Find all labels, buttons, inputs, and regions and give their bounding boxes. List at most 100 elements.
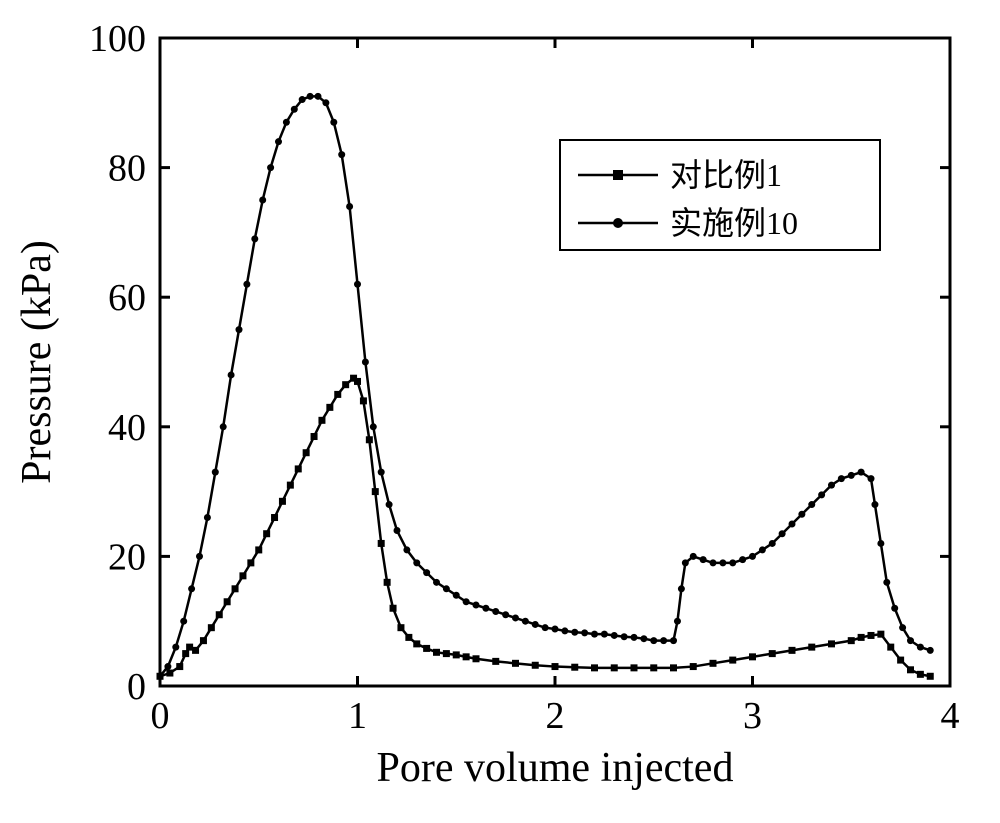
- circle-marker: [660, 637, 667, 644]
- circle-marker: [883, 579, 890, 586]
- circle-marker: [378, 469, 385, 476]
- square-marker: [868, 632, 875, 639]
- circle-marker: [204, 514, 211, 521]
- square-marker: [571, 664, 578, 671]
- square-marker: [378, 540, 385, 547]
- square-marker: [443, 650, 450, 657]
- square-marker: [848, 637, 855, 644]
- circle-marker: [591, 631, 598, 638]
- y-tick-label: 0: [127, 666, 146, 708]
- square-marker: [423, 645, 430, 652]
- circle-marker: [172, 644, 179, 651]
- square-marker: [512, 660, 519, 667]
- square-marker: [200, 637, 207, 644]
- square-marker: [710, 660, 717, 667]
- circle-marker: [611, 632, 618, 639]
- y-tick-label: 100: [89, 18, 146, 60]
- square-marker: [224, 598, 231, 605]
- circle-marker: [307, 93, 314, 100]
- square-marker: [690, 663, 697, 670]
- circle-marker: [868, 475, 875, 482]
- circle-marker: [212, 469, 219, 476]
- circle-marker: [838, 475, 845, 482]
- square-marker: [263, 530, 270, 537]
- square-marker: [279, 498, 286, 505]
- circle-marker: [433, 579, 440, 586]
- circle-marker: [789, 521, 796, 528]
- circle-marker: [315, 93, 322, 100]
- circle-marker: [180, 618, 187, 625]
- square-marker: [858, 634, 865, 641]
- square-marker: [384, 579, 391, 586]
- circle-marker: [674, 618, 681, 625]
- y-tick-label: 20: [108, 536, 146, 578]
- circle-marker: [188, 585, 195, 592]
- x-tick-label: 3: [743, 695, 762, 737]
- square-marker: [492, 658, 499, 665]
- circle-marker: [228, 371, 235, 378]
- circle-marker: [739, 556, 746, 563]
- square-marker: [287, 482, 294, 489]
- circle-marker: [443, 585, 450, 592]
- square-marker: [591, 664, 598, 671]
- square-marker: [808, 644, 815, 651]
- circle-marker: [164, 663, 171, 670]
- square-marker: [326, 404, 333, 411]
- circle-marker: [858, 469, 865, 476]
- x-tick-label: 0: [151, 695, 170, 737]
- square-marker: [532, 662, 539, 669]
- circle-marker: [891, 605, 898, 612]
- circle-marker: [621, 633, 628, 640]
- circle-marker: [848, 472, 855, 479]
- circle-marker: [299, 96, 306, 103]
- circle-marker: [196, 553, 203, 560]
- circle-marker: [386, 501, 393, 508]
- square-marker: [552, 663, 559, 670]
- square-marker: [887, 644, 894, 651]
- circle-marker: [650, 637, 657, 644]
- circle-marker: [423, 569, 430, 576]
- x-tick-label: 4: [941, 695, 960, 737]
- legend-label: 实施例10: [670, 205, 798, 241]
- circle-marker: [330, 119, 337, 126]
- x-axis-label: Pore volume injected: [377, 745, 734, 791]
- circle-marker: [512, 614, 519, 621]
- square-marker: [360, 397, 367, 404]
- circle-marker: [522, 618, 529, 625]
- square-marker: [192, 647, 199, 654]
- circle-marker: [394, 527, 401, 534]
- square-marker: [650, 664, 657, 671]
- circle-marker: [907, 637, 914, 644]
- circle-marker: [710, 559, 717, 566]
- circle-marker: [581, 629, 588, 636]
- circle-marker: [346, 203, 353, 210]
- circle-marker: [552, 625, 559, 632]
- x-tick-label: 2: [546, 695, 565, 737]
- square-marker: [311, 433, 318, 440]
- circle-marker: [798, 511, 805, 518]
- square-marker: [463, 653, 470, 660]
- square-marker: [295, 465, 302, 472]
- square-marker: [318, 417, 325, 424]
- circle-marker: [413, 559, 420, 566]
- circle-marker: [818, 491, 825, 498]
- y-tick-label: 80: [108, 148, 146, 190]
- chart-container: 01234020406080100Pore volume injectedPre…: [0, 0, 1000, 823]
- square-marker: [917, 671, 924, 678]
- y-tick-label: 60: [108, 277, 146, 319]
- square-marker: [208, 624, 215, 631]
- circle-marker: [769, 540, 776, 547]
- circle-marker: [267, 164, 274, 171]
- circle-marker: [899, 624, 906, 631]
- circle-marker: [362, 359, 369, 366]
- circle-marker: [403, 546, 410, 553]
- square-marker: [749, 653, 756, 660]
- square-marker: [907, 666, 914, 673]
- square-marker: [303, 449, 310, 456]
- circle-marker: [492, 608, 499, 615]
- square-marker: [789, 647, 796, 654]
- square-marker: [232, 585, 239, 592]
- circle-marker: [749, 553, 756, 560]
- circle-marker: [700, 556, 707, 563]
- square-marker: [372, 488, 379, 495]
